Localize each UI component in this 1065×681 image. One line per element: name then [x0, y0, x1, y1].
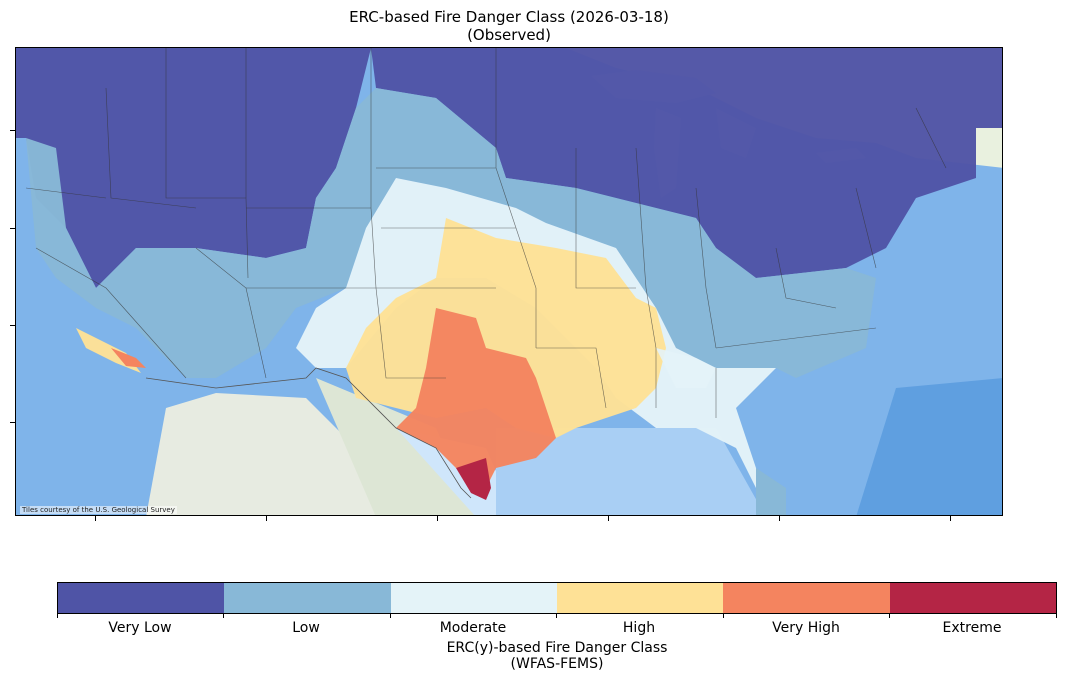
colorbar-segment-very-low: [58, 583, 225, 613]
y-tick: [10, 422, 15, 423]
legend-label-moderate: Moderate: [439, 620, 507, 636]
zone-moderate-ohio: [656, 348, 716, 388]
mexico-land: [146, 393, 415, 515]
mexico-border: [145, 367, 472, 499]
map-title: ERC-based Fire Danger Class (2026-03-18): [349, 8, 669, 26]
zone-moderate: [296, 178, 776, 498]
colorbar-tick: [723, 614, 724, 618]
legend-label-low: Low: [292, 620, 320, 636]
colorbar-segment-moderate: [390, 583, 557, 613]
colorbar: [57, 582, 1057, 614]
y-tick: [10, 130, 15, 131]
legend-label-very-low: Very Low: [108, 620, 172, 636]
colorbar-segment-extreme: [889, 583, 1056, 613]
colorbar-tick: [223, 614, 224, 618]
legend-label-extreme: Extreme: [942, 620, 1002, 636]
y-tick: [10, 325, 15, 326]
x-tick: [779, 516, 780, 521]
map-subtitle: (Observed): [467, 26, 551, 44]
colorbar-tick: [1056, 614, 1057, 618]
colorbar-tick: [889, 614, 890, 618]
colorbar-tick: [390, 614, 391, 618]
zone-low: [26, 88, 876, 378]
colorbar-segment-high: [556, 583, 724, 613]
x-tick: [266, 516, 267, 521]
mexico-plateau: [316, 378, 476, 515]
state-borders: [25, 48, 947, 418]
x-tick: [95, 516, 96, 521]
colorbar-tick: [556, 614, 557, 618]
legend-label-very-high: Very High: [772, 620, 840, 636]
gulf-of-mexico: [496, 428, 765, 515]
atlantic-deep: [856, 378, 1002, 515]
x-tick: [608, 516, 609, 521]
x-tick: [950, 516, 951, 521]
colorbar-segment-very-high: [723, 583, 890, 613]
colorbar-subtitle: (WFAS-FEMS): [510, 656, 604, 672]
legend-label-high: High: [622, 620, 656, 636]
zone-extreme: [456, 458, 491, 500]
tile-attribution: Tiles courtesy of the U.S. Geological Su…: [20, 506, 177, 514]
colorbar-tick: [57, 614, 58, 618]
zone-very-high-socal: [111, 348, 146, 368]
colorbar-title: ERC(y)-based Fire Danger Class: [446, 640, 668, 656]
zone-very-low: [16, 48, 1002, 288]
zone-low-florida: [756, 468, 786, 515]
zone-very-high: [396, 308, 556, 488]
colorbar-segment-low: [224, 583, 391, 613]
y-tick: [10, 228, 15, 229]
fire-danger-map[interactable]: Tiles courtesy of the U.S. Geological Su…: [15, 47, 1003, 516]
x-tick: [437, 516, 438, 521]
